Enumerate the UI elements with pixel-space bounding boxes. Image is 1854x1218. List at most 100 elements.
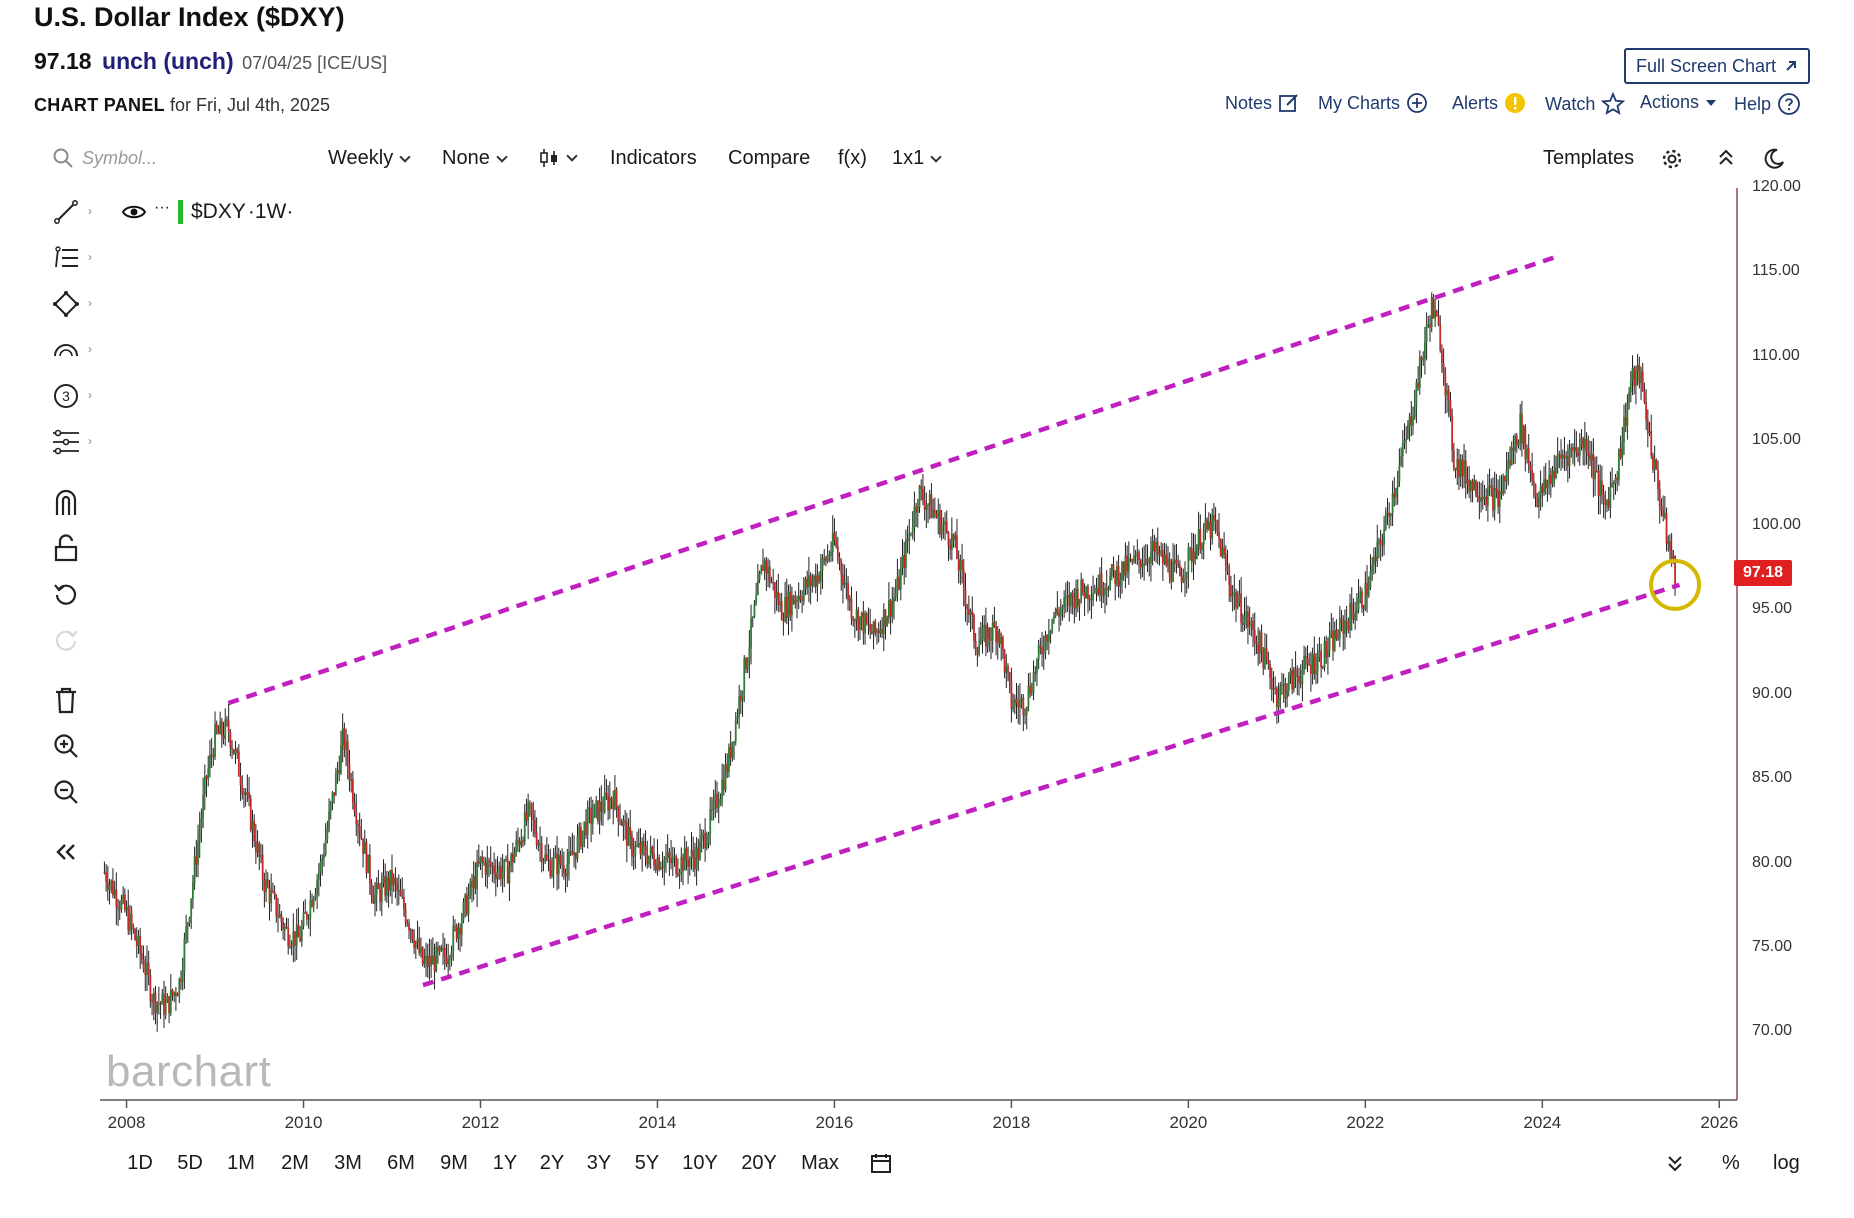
theme-toggle[interactable] xyxy=(1762,147,1786,171)
templates-label: Templates xyxy=(1543,147,1635,169)
percent-toggle[interactable]: % xyxy=(1722,1152,1740,1174)
candle-body xyxy=(881,629,883,634)
candle-body xyxy=(217,731,220,734)
candle-body xyxy=(1030,692,1033,694)
candle-body xyxy=(896,576,899,595)
candle-body xyxy=(614,789,616,810)
candle-body xyxy=(232,749,235,754)
range-button-1y[interactable]: 1Y xyxy=(492,1152,518,1174)
alerts-link[interactable]: Alerts xyxy=(1452,92,1526,114)
log-toggle[interactable]: log xyxy=(1773,1152,1800,1174)
calendar-button[interactable] xyxy=(870,1152,892,1179)
lock-tool[interactable] xyxy=(48,532,84,564)
candle-body xyxy=(600,801,603,812)
candle-body xyxy=(984,624,987,647)
candle-body xyxy=(1589,455,1591,461)
study-select[interactable]: None xyxy=(442,147,508,170)
range-button-3y[interactable]: 3Y xyxy=(586,1152,612,1174)
candle-body xyxy=(1430,297,1433,328)
range-button-1m[interactable]: 1M xyxy=(227,1152,255,1174)
arc-tool[interactable]: › xyxy=(48,334,92,366)
function-button[interactable]: f(x) xyxy=(838,147,867,170)
redo-button[interactable] xyxy=(48,624,84,656)
candle-body xyxy=(755,595,758,604)
fib-tool[interactable]: › xyxy=(48,242,92,274)
range-button-5y[interactable]: 5Y xyxy=(634,1152,660,1174)
candle-body xyxy=(1296,676,1299,678)
candle-body xyxy=(1577,452,1579,457)
candle-body xyxy=(1287,675,1290,691)
range-button-2y[interactable]: 2Y xyxy=(539,1152,565,1174)
channel-lower-line[interactable] xyxy=(422,582,1681,988)
range-button-max[interactable]: Max xyxy=(801,1152,839,1174)
candle-body xyxy=(1614,477,1617,484)
candle-body xyxy=(562,865,565,874)
help-link[interactable]: Help xyxy=(1734,92,1801,116)
magnet-tool[interactable] xyxy=(48,486,84,518)
collapse-toolbar-button[interactable] xyxy=(1716,147,1736,167)
candle-body xyxy=(144,970,147,975)
range-button-2m[interactable]: 2M xyxy=(281,1152,309,1174)
watch-link[interactable]: Watch xyxy=(1545,92,1626,116)
actions-menu[interactable]: Actions xyxy=(1640,92,1717,113)
layout-select[interactable]: 1x1 xyxy=(892,147,942,170)
candle-body xyxy=(1585,438,1588,452)
chart-type-select[interactable] xyxy=(538,147,578,169)
candle-body xyxy=(942,524,945,526)
channel-upper-line[interactable] xyxy=(227,253,1561,706)
candle-body xyxy=(517,840,519,842)
zoom-in-button[interactable] xyxy=(48,730,84,762)
settings-button[interactable] xyxy=(1660,147,1684,171)
candle-body xyxy=(411,930,414,941)
indicators-button[interactable]: Indicators xyxy=(610,147,697,170)
candle-body xyxy=(593,804,596,818)
candle-body xyxy=(1291,670,1294,690)
candle-body xyxy=(363,841,366,854)
candle-body xyxy=(474,875,477,890)
eye-icon[interactable] xyxy=(122,204,146,220)
range-button-10y[interactable]: 10Y xyxy=(682,1152,718,1174)
elliott-tool[interactable]: 3 › xyxy=(48,380,92,412)
delete-button[interactable] xyxy=(48,684,84,716)
candle-body xyxy=(448,958,451,960)
range-button-3m[interactable]: 3M xyxy=(334,1152,362,1174)
range-button-6m[interactable]: 6M xyxy=(387,1152,415,1174)
pattern-tool[interactable]: › xyxy=(48,426,92,458)
notes-link[interactable]: Notes xyxy=(1225,92,1300,114)
my-charts-link[interactable]: My Charts xyxy=(1318,92,1428,114)
edit-icon xyxy=(1279,94,1298,112)
range-button-1d[interactable]: 1D xyxy=(127,1152,153,1174)
candle-body xyxy=(1357,597,1360,610)
shape-tool[interactable]: › xyxy=(48,288,92,320)
candle-body xyxy=(1669,541,1671,550)
candle-body xyxy=(545,854,548,860)
candle-body xyxy=(1628,392,1631,404)
candle-body xyxy=(823,557,826,559)
line-tool[interactable]: › xyxy=(48,196,92,228)
range-button-20y[interactable]: 20Y xyxy=(741,1152,777,1174)
candle-body xyxy=(164,1002,167,1015)
compare-button[interactable]: Compare xyxy=(728,147,810,170)
zoom-out-button[interactable] xyxy=(48,776,84,808)
full-screen-chart-button[interactable]: Full Screen Chart xyxy=(1624,48,1810,84)
interval-select[interactable]: Weekly xyxy=(328,147,411,170)
range-button-5d[interactable]: 5D xyxy=(177,1152,203,1174)
candle-body xyxy=(1153,541,1156,552)
templates-button[interactable]: Templates xyxy=(1543,147,1634,170)
candle-body xyxy=(932,509,935,518)
candle-body xyxy=(629,826,632,836)
candle-body xyxy=(176,995,179,997)
zoom-out-icon xyxy=(54,780,78,804)
candle-body xyxy=(1536,496,1539,507)
undo-button[interactable] xyxy=(48,578,84,610)
range-button-9m[interactable]: 9M xyxy=(440,1152,468,1174)
scroll-end-button[interactable] xyxy=(1667,1154,1683,1177)
symbol-search[interactable]: Symbol... xyxy=(52,147,157,169)
candle-body xyxy=(1032,672,1035,693)
candle-body xyxy=(654,865,657,871)
symbol-input[interactable]: Symbol... xyxy=(82,147,158,168)
legend-menu[interactable]: ··· xyxy=(154,199,170,216)
collapse-tools-button[interactable] xyxy=(48,836,84,868)
candle-body xyxy=(886,617,889,626)
